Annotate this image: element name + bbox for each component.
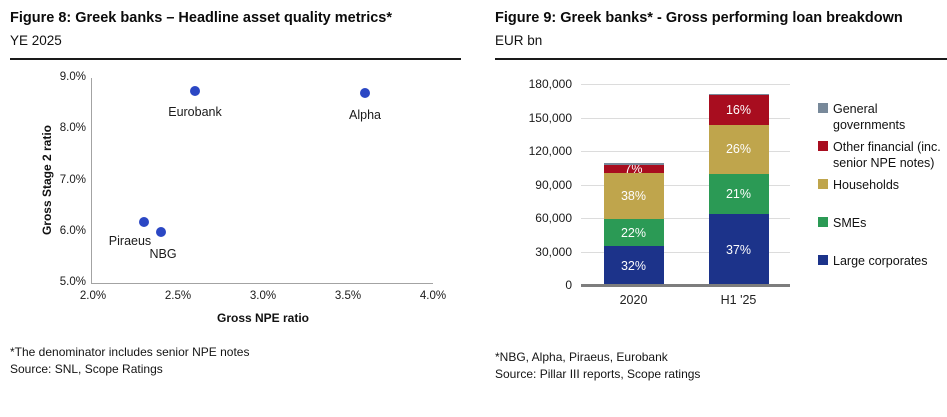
scatter-point-eurobank (190, 85, 200, 96)
x-axis-tick-label: 3.5% (334, 290, 362, 302)
y-axis-tick-label: 7.0% (59, 173, 86, 186)
bar-segment-smes (603, 219, 664, 247)
scatter-point-label: NBG (149, 246, 177, 261)
y-axis-tick-label: 150,000 (528, 110, 572, 125)
gridline (581, 151, 790, 152)
y-axis-tick-label: 120,000 (528, 144, 572, 158)
scatter-point-nbg (156, 226, 166, 237)
legend-swatch (818, 255, 828, 265)
figure9-footnotes: *NBG, Alpha, Piraeus, Eurobank Source: P… (495, 349, 947, 382)
figure9-title: Figure 9: Greek banks* - Gross performin… (495, 10, 903, 26)
scatter-chart: 5.0% 6.0% 7.0% 8.0% 9.0% 2.0% 2.5% 3.0% 3.5% 4.0%… (10, 65, 461, 345)
legend-swatch (818, 141, 828, 151)
bar-segment-value: 16% (725, 102, 752, 117)
figure8-header: Figure 8: Greek banks – Headline asset q… (10, 8, 461, 60)
y-axis-tick-label: 90,000 (535, 177, 572, 192)
bar-segment-households (603, 172, 664, 220)
figure8-subtitle: YE 2025 (10, 33, 62, 48)
bar-segment-value: 32% (620, 258, 647, 273)
bar-segment-smes (708, 174, 769, 215)
gridline (581, 117, 790, 119)
bar-segment-other-financial-inc-senior-npe-notes- (603, 164, 664, 173)
figure9-footnote: *NBG, Alpha, Piraeus, Eurobank (495, 350, 668, 364)
bar-segment-general-governments (603, 163, 664, 165)
y-axis-tick-label: 0 (565, 278, 572, 292)
scatter-point-piraeus (139, 216, 149, 227)
gridline (581, 184, 790, 186)
y-axis-title: Gross Stage 2 ratio (40, 124, 54, 236)
x-axis-category-label: H1 '25 (720, 293, 757, 307)
figure8-footnote: *The denominator includes senior NPE not… (10, 345, 250, 359)
x-axis-baseline (581, 284, 790, 287)
legend-swatch (818, 179, 828, 189)
gridline (581, 84, 790, 85)
legend-swatch (818, 217, 828, 227)
figure9-subtitle: EUR bn (495, 33, 543, 48)
figure9-divider (495, 58, 947, 60)
y-axis-tick-label: 5.0% (59, 276, 86, 288)
bar-segment-households (708, 124, 769, 175)
legend-label: Households (833, 178, 900, 192)
bar-segment-value: 21% (725, 187, 752, 202)
bar-segment-general-governments (708, 94, 769, 96)
bar-segment-other-financial-inc-senior-npe-notes- (708, 95, 769, 125)
scatter-point-label: Alpha (349, 108, 381, 123)
scatter-point-label: Eurobank (168, 104, 222, 119)
figure8-footnotes: *The denominator includes senior NPE not… (10, 344, 461, 377)
y-axis-tick-label: 8.0% (59, 122, 86, 135)
figure8-title: Figure 8: Greek banks – Headline asset q… (10, 10, 392, 26)
x-axis-tick-label: 3.0% (249, 290, 277, 302)
legend-item-smes: SMEs (818, 215, 947, 231)
legend-item-households: Households (818, 177, 947, 193)
figure8-source: Source: SNL, Scope Ratings (10, 361, 163, 376)
legend-item-large-corporates: Large corporates (818, 253, 947, 269)
y-axis-tick-label: 6.0% (59, 224, 86, 237)
x-axis-tick-label: 2.5% (164, 290, 192, 302)
legend-item-other-financial-inc-senior-npe-notes-: Other financial (inc. senior NPE notes) (818, 139, 947, 171)
x-axis-tick-label: 4.0% (419, 290, 447, 302)
legend-label: Large corporates (833, 254, 928, 268)
bar-segment-value: 38% (620, 189, 647, 204)
figure9-source: Source: Pillar III reports, Scope rating… (495, 366, 701, 381)
bar-segment-value: 7% (624, 161, 643, 176)
x-axis-category-label: 2020 (619, 293, 648, 307)
bar-segment-value: 22% (620, 225, 647, 240)
legend-item-general-governments: General governments (818, 101, 947, 133)
x-axis-tick-label: 2.0% (79, 290, 107, 302)
gridline (581, 218, 790, 219)
scatter-point-label: Piraeus (108, 233, 152, 248)
legend-label: Other financial (inc. senior NPE notes) (833, 140, 941, 170)
y-axis-tick-label: 9.0% (59, 71, 86, 83)
scatter-point-alpha (360, 88, 370, 99)
bar-segment-value: 37% (725, 242, 752, 257)
legend-label: General governments (833, 102, 906, 132)
figure8-divider (10, 58, 461, 60)
gridline (581, 251, 790, 253)
y-axis-line (91, 78, 92, 283)
x-axis-title: Gross NPE ratio (216, 311, 310, 325)
y-axis-tick-label: 30,000 (535, 244, 572, 259)
figure9-header: Figure 9: Greek banks* - Gross performin… (495, 8, 947, 60)
bar-segment-large-corporates (603, 246, 664, 285)
legend-label: SMEs (833, 216, 867, 230)
bar-segment-value: 26% (725, 142, 752, 157)
y-axis-tick-label: 180,000 (528, 77, 572, 91)
y-axis-tick-label: 60,000 (535, 211, 572, 225)
stacked-bar-chart: 0 30,000 60,000 90,000 120,000 150,000 180,000… (495, 65, 947, 345)
x-axis-line (91, 283, 433, 284)
legend-swatch (818, 103, 828, 113)
bar-segment-large-corporates (708, 214, 769, 285)
